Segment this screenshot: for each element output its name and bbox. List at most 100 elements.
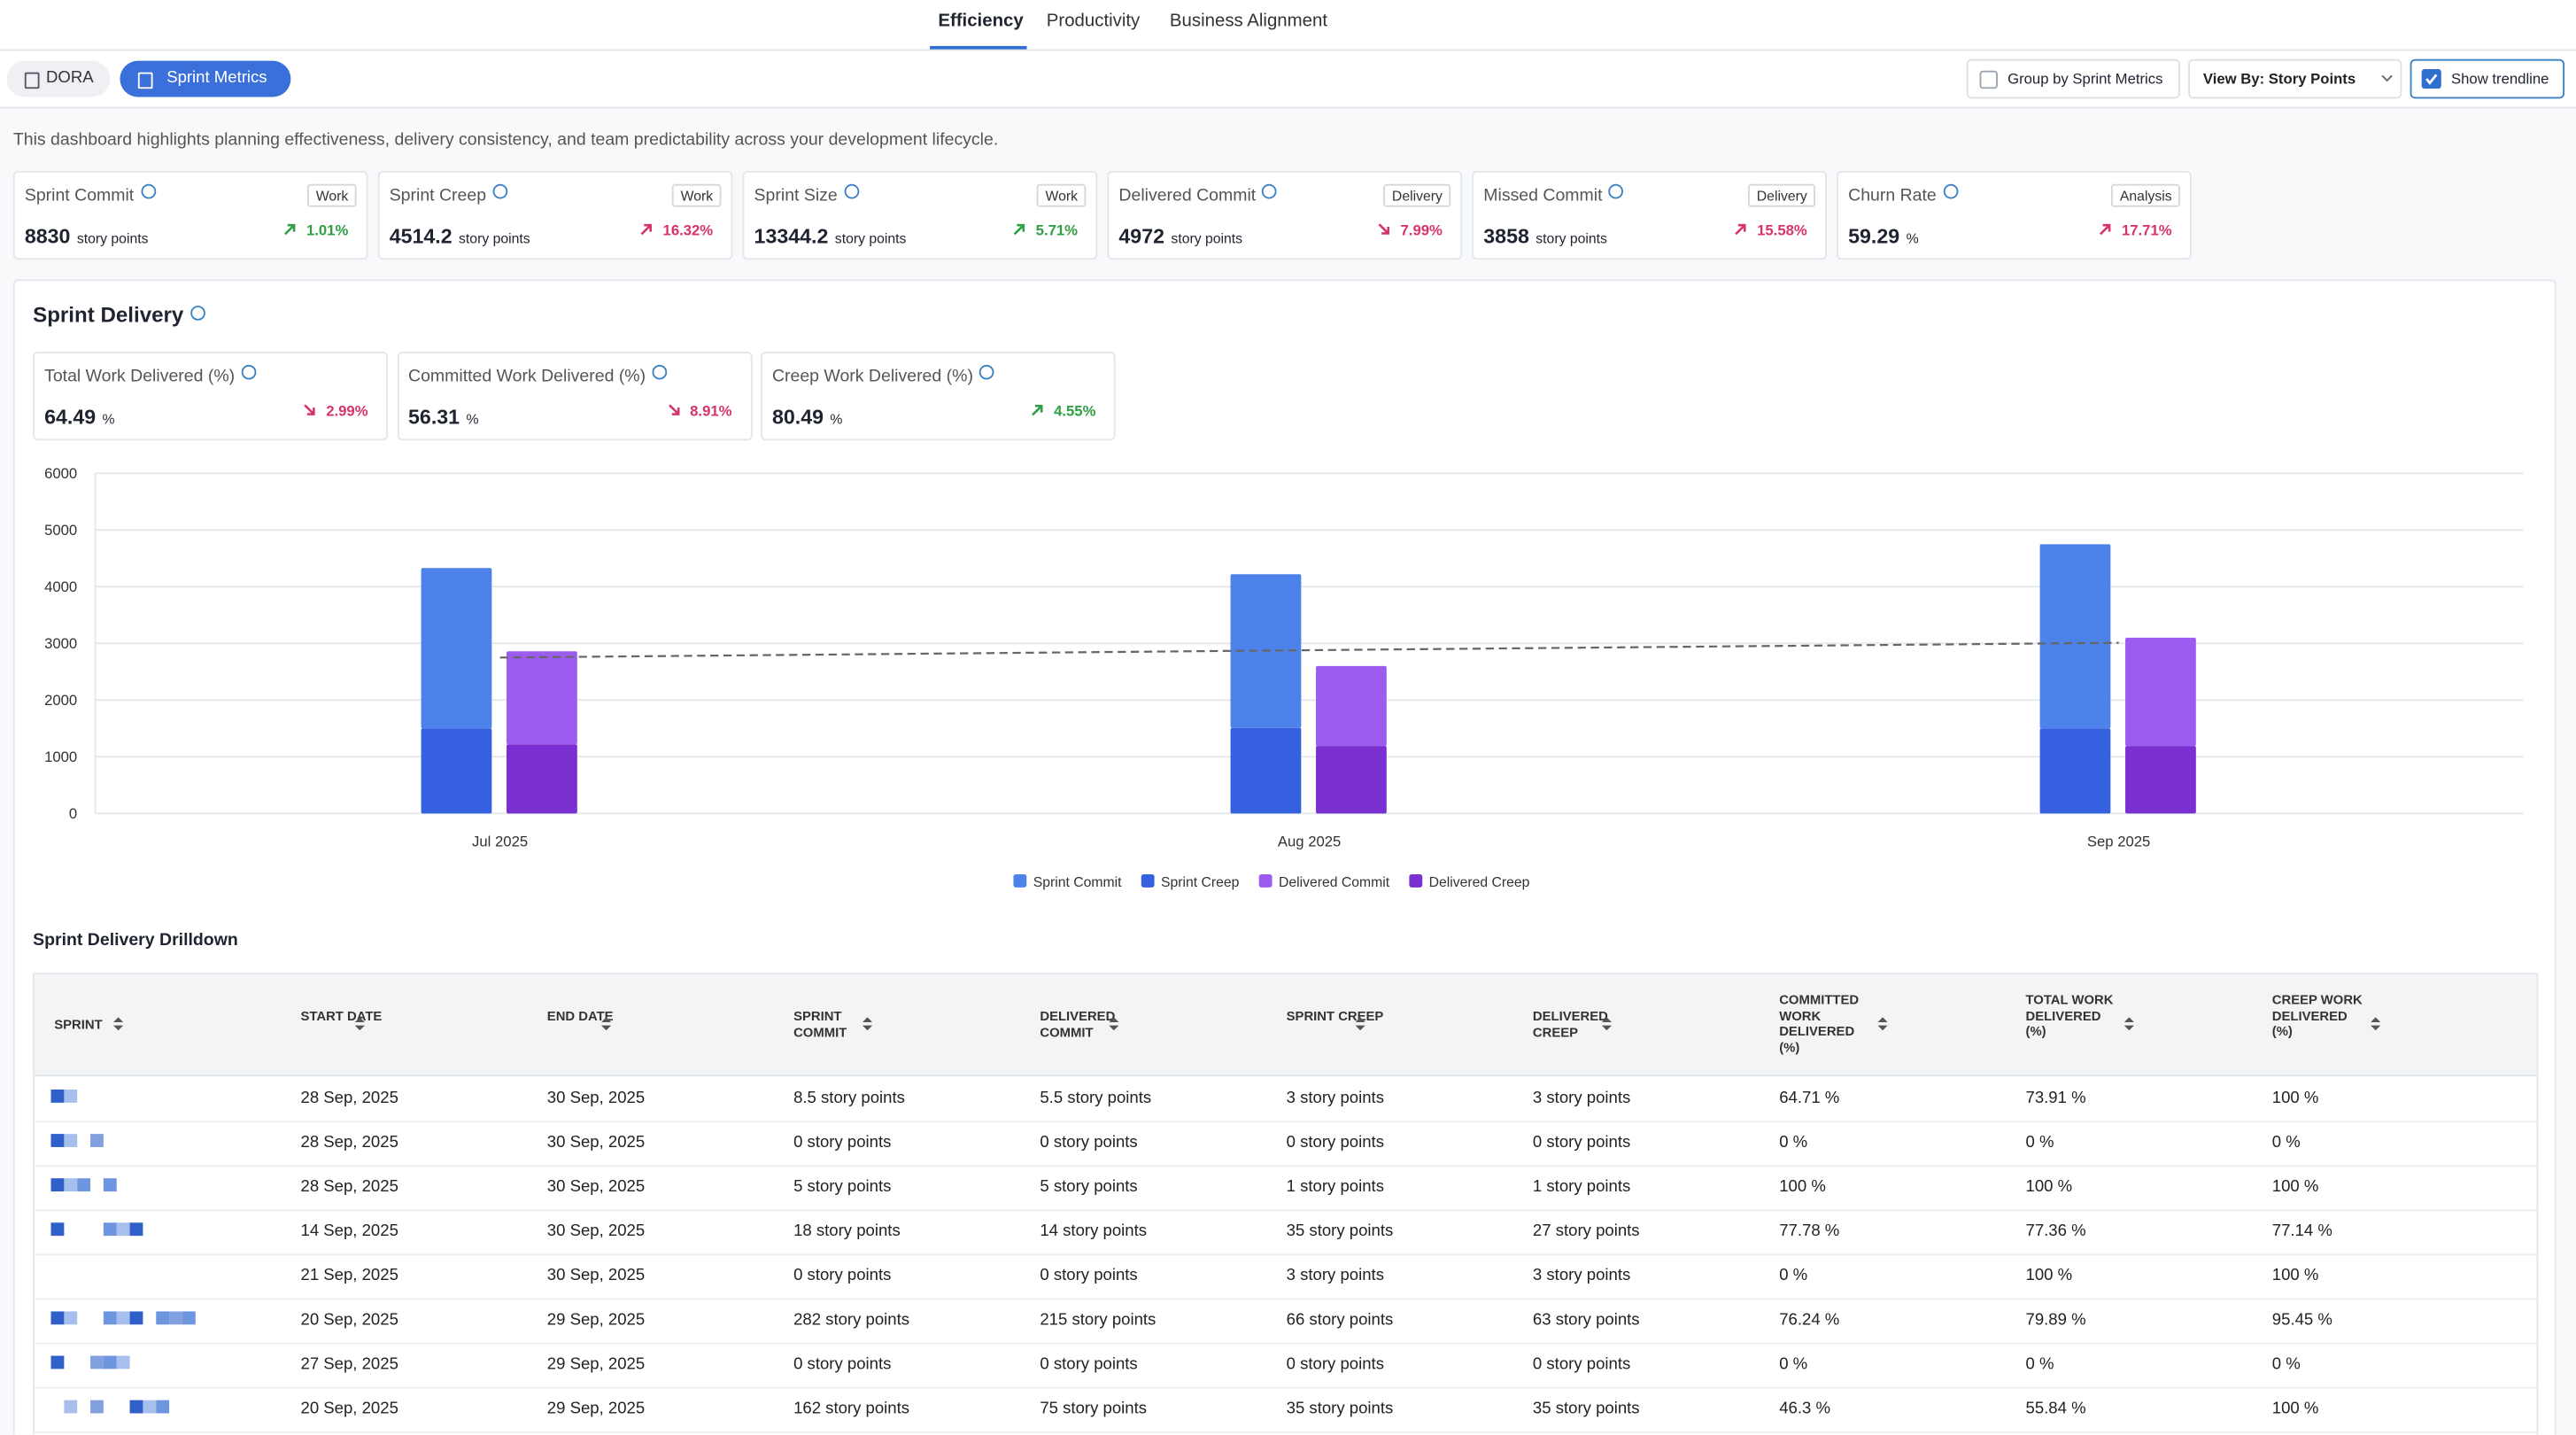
tab[interactable]: Business Alignment [1170,12,1327,31]
table-cell: 27 Sep, 2025 [301,1356,398,1374]
column-header[interactable]: SPRINT [54,1017,120,1033]
change-text: 16.32% [663,221,714,238]
view-by-dropdown[interactable]: View By: Story Points [2188,59,2402,99]
sort-icon [2371,1026,2380,1031]
x-tick-label: Sep 2025 [2087,833,2150,849]
table-cell: 0 % [2272,1134,2301,1152]
y-tick-label: 3000 [44,635,77,652]
redacted-name [104,1178,117,1191]
column-header[interactable]: COMMITTED WORK DELIVERED (%) [1779,993,1877,1055]
bar-segment [422,728,492,813]
card-tag: Work [672,184,721,207]
unit: story points [77,230,149,247]
section-title: Sprint Delivery [33,302,205,327]
trendline-checkbox[interactable]: Show trendline [2410,59,2564,99]
card-value: 80.49% [772,403,842,432]
y-tick-label: 2000 [44,692,77,709]
unit: % [466,411,478,428]
metric-card: Churn RateAnalysis59.29%17.71% [1837,171,2192,260]
column-header[interactable]: DELIVERED COMMIT [1040,1009,1138,1040]
table-cell: 100 % [2272,1267,2319,1284]
table-cell: 73.91 % [2025,1090,2085,1107]
card-change: 7.99% [1378,221,1443,238]
table-cell: 77.36 % [2025,1222,2085,1240]
column-header[interactable]: END DATE [547,1009,646,1025]
column-header[interactable]: START DATE [301,1009,399,1025]
card-title: Sprint Creep [390,184,507,206]
bar-segment [422,568,492,728]
table-cell: 28 Sep, 2025 [301,1178,398,1196]
column-header[interactable]: SPRINT COMMIT [793,1009,892,1040]
table-cell: 5 story points [1040,1178,1137,1196]
table-cell: 35 story points [1287,1400,1394,1418]
table-cell: 30 Sep, 2025 [547,1267,645,1284]
group-by-checkbox[interactable]: Group by Sprint Metrics [1967,59,2180,99]
card-value: 56.31% [408,403,478,432]
table-cell: 0 story points [1040,1134,1137,1152]
checkbox-label: Show trendline [2451,71,2549,88]
card-title-text: Missed Commit [1483,186,1602,206]
legend-label: Sprint Creep [1161,875,1240,890]
table-cell: 1 story points [1533,1178,1630,1196]
change-text: 15.58% [1757,221,1807,238]
drilldown-title: Sprint Delivery Drilldown [33,930,238,950]
redacted-name [117,1356,130,1369]
metric-card: Sprint CommitWork8830story points1.01% [13,171,368,260]
pill[interactable]: DORA [6,61,110,97]
unit: story points [459,230,530,247]
column-header[interactable]: DELIVERED CREEP [1533,1009,1631,1040]
card-tag: Delivery [1384,184,1451,207]
metric-card: Missed CommitDelivery3858story points15.… [1472,171,1827,260]
redacted-name [156,1311,169,1324]
change-text: 17.71% [2122,221,2172,238]
unit: story points [835,230,907,247]
value: 56.31 [408,406,460,429]
card-title: Sprint Size [754,184,859,206]
table-cell: 14 Sep, 2025 [301,1222,398,1240]
trend-arrow [1734,221,1749,237]
card-title: Total Work Delivered (%) [44,365,256,386]
table-cell: 66 story points [1287,1311,1394,1329]
table-cell: 215 story points [1040,1311,1156,1329]
pill-icon [138,73,153,89]
column-header[interactable]: CREEP WORK DELIVERED (%) [2272,993,2371,1040]
legend-label: Sprint Commit [1033,875,1122,890]
redacted-name [64,1178,77,1191]
pill-label: Sprint Metrics [166,69,267,87]
tab[interactable]: Productivity [1047,12,1140,31]
y-tick-label: 5000 [44,522,77,539]
description: This dashboard highlights planning effec… [13,130,998,150]
column-header[interactable]: SPRINT CREEP [1287,1009,1385,1025]
sort-icon [2124,1026,2134,1031]
drilldown-table: SPRINT START DATE END DATE SPRINT COMMIT DEL… [33,973,2538,1434]
card-title-text: Sprint Size [754,186,838,206]
table-cell: 30 Sep, 2025 [547,1178,645,1196]
card-title: Committed Work Delivered (%) [408,365,667,386]
legend-swatch [1409,874,1422,888]
bar-segment [507,651,577,744]
card-title: Delivered Commit [1118,184,1277,206]
card-tag: Work [1037,184,1086,207]
table-cell: 75 story points [1040,1400,1147,1418]
card-title: Churn Rate [1848,184,1958,206]
sort-icon [2371,1017,2380,1022]
table-cell: 35 story points [1287,1222,1394,1240]
unit: % [830,411,842,428]
redacted-name [51,1178,65,1191]
table-cell: 8.5 story points [793,1090,905,1107]
x-tick-label: Aug 2025 [1278,833,1341,849]
redacted-name [104,1356,117,1369]
pill[interactable]: Sprint Metrics [120,61,290,97]
redacted-name [51,1356,65,1369]
column-header[interactable]: TOTAL WORK DELIVERED (%) [2025,993,2123,1040]
legend-swatch [1141,874,1155,888]
section-title-text: Sprint Delivery [33,302,183,327]
metric-card: Sprint CreepWork4514.2story points16.32% [378,171,733,260]
table-cell: 55.84 % [2025,1400,2085,1418]
table-cell: 1 story points [1287,1178,1384,1196]
redacted-name [104,1222,117,1236]
tab[interactable]: Efficiency [938,12,1023,31]
table-cell: 0 story points [1287,1134,1384,1152]
table-cell: 0 % [2025,1356,2054,1374]
table-cell: 77.14 % [2272,1222,2332,1240]
